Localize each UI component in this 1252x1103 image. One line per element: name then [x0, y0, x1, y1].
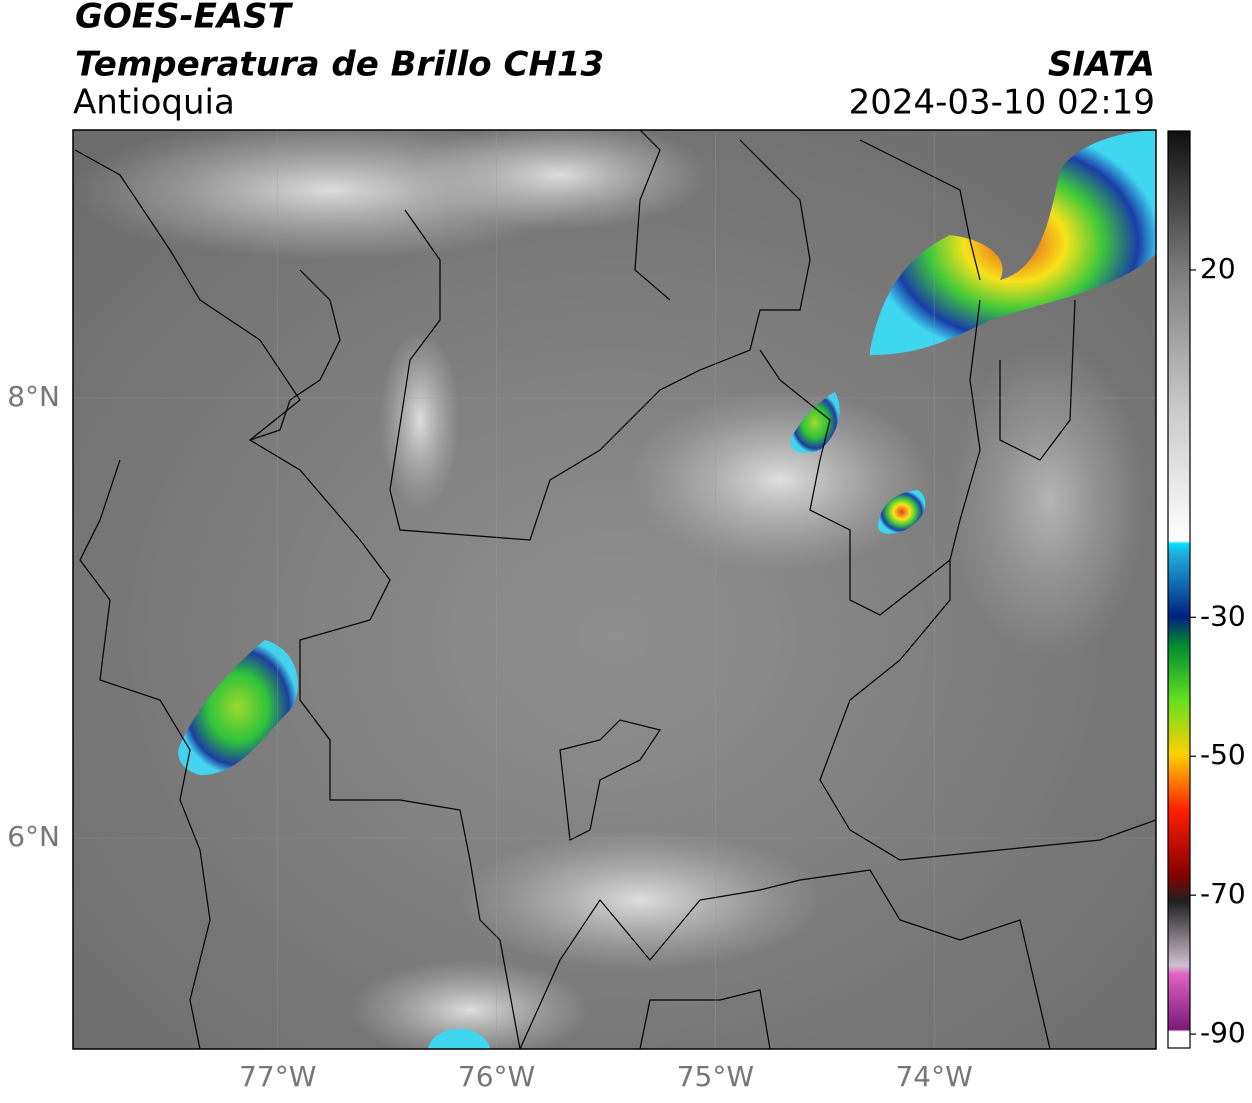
- border: [634, 130, 671, 301]
- ticks: 77°W 76°W 75°W 74°W 8°N 6°N 20 -30 -50 -70 -90: [7, 252, 1246, 1093]
- border: [949, 299, 1076, 561]
- border: [639, 989, 771, 1049]
- colorbar-tick-label: -30: [1200, 599, 1246, 632]
- border: [389, 139, 811, 541]
- border: [519, 869, 1051, 1049]
- x-tick-label: 76°W: [458, 1060, 535, 1093]
- x-tick-label: 75°W: [677, 1060, 754, 1093]
- coast: [249, 269, 341, 441]
- border: [559, 719, 661, 841]
- x-tick-label: 74°W: [895, 1060, 972, 1093]
- cloud: [460, 830, 820, 970]
- storm-cell: [428, 1028, 490, 1049]
- storm-cell: [878, 490, 926, 534]
- colorbar: [1167, 130, 1191, 1049]
- title: GOES-EAST: [75, 0, 294, 37]
- cloud: [630, 390, 930, 570]
- borders: [74, 130, 1156, 1049]
- y-tick-label: 8°N: [7, 380, 60, 413]
- border: [859, 139, 981, 281]
- grid: [73, 130, 1156, 1049]
- coast: [79, 459, 211, 1049]
- map-frame: [72, 129, 1157, 1050]
- storm-cell: [178, 640, 298, 775]
- border: [759, 349, 1156, 861]
- storm-cell: [870, 130, 1156, 355]
- border: [74, 149, 521, 1049]
- colorbar-tick-label: -90: [1200, 1016, 1246, 1049]
- y-tick-label: 6°N: [7, 820, 60, 853]
- cloud: [410, 130, 710, 230]
- cloud: [380, 330, 460, 510]
- storm-cell: [790, 392, 840, 453]
- region: Antioquia: [73, 83, 235, 123]
- source: SIATA: [1048, 45, 1155, 85]
- x-tick-label: 77°W: [239, 1060, 316, 1093]
- subtitle: Temperatura de Brillo CH13: [75, 45, 604, 85]
- map: [73, 130, 1156, 1049]
- cloud: [950, 340, 1150, 660]
- colorbar-tick-label: -50: [1200, 738, 1246, 771]
- colorbar-tick-label: 20: [1200, 252, 1236, 285]
- datetime: 2024-03-10 02:19: [849, 83, 1155, 123]
- colorbar-tick-label: -70: [1200, 877, 1246, 910]
